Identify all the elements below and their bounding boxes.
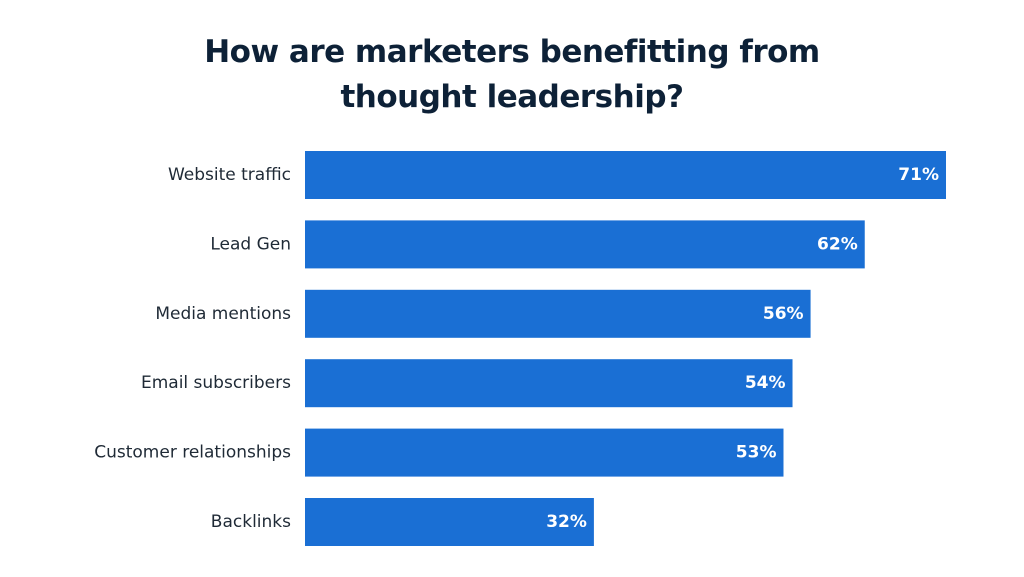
value-label: 32% <box>546 512 587 532</box>
category-label: Lead Gen <box>210 234 291 254</box>
category-label: Website traffic <box>168 165 291 185</box>
value-label: 53% <box>736 443 777 463</box>
bar <box>305 220 865 269</box>
bar <box>305 289 811 338</box>
bar <box>305 359 793 408</box>
value-label: 56% <box>763 304 804 324</box>
value-label: 62% <box>817 234 858 254</box>
category-label: Backlinks <box>211 512 291 532</box>
bar <box>305 151 946 199</box>
category-label: Customer relationships <box>94 443 291 463</box>
chart-title: How are marketers benefitting from thoug… <box>204 34 820 115</box>
bar <box>305 498 594 546</box>
value-label: 54% <box>745 373 786 393</box>
bar <box>305 428 784 477</box>
value-label: 71% <box>898 165 939 185</box>
category-label: Email subscribers <box>141 373 291 393</box>
category-label: Media mentions <box>155 304 291 324</box>
